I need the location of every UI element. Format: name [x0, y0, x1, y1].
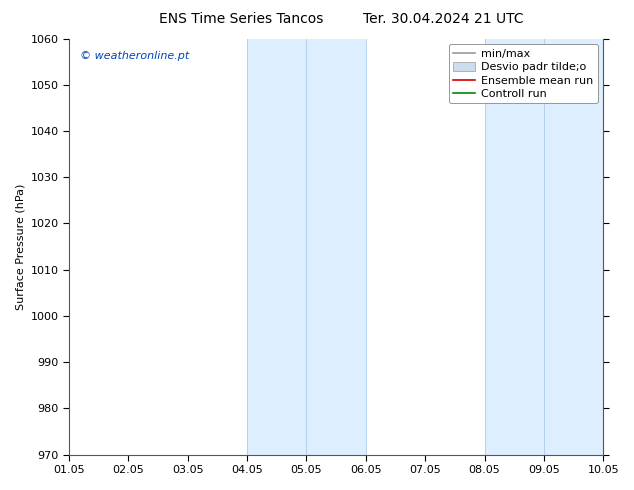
- Text: Ter. 30.04.2024 21 UTC: Ter. 30.04.2024 21 UTC: [363, 12, 524, 26]
- Legend: min/max, Desvio padr tilde;o, Ensemble mean run, Controll run: min/max, Desvio padr tilde;o, Ensemble m…: [449, 44, 598, 103]
- Text: ENS Time Series Tancos: ENS Time Series Tancos: [158, 12, 323, 26]
- Bar: [484, 39, 603, 455]
- Y-axis label: Surface Pressure (hPa): Surface Pressure (hPa): [15, 183, 25, 310]
- Text: © weatheronline.pt: © weatheronline.pt: [80, 51, 189, 61]
- Bar: [247, 39, 366, 455]
